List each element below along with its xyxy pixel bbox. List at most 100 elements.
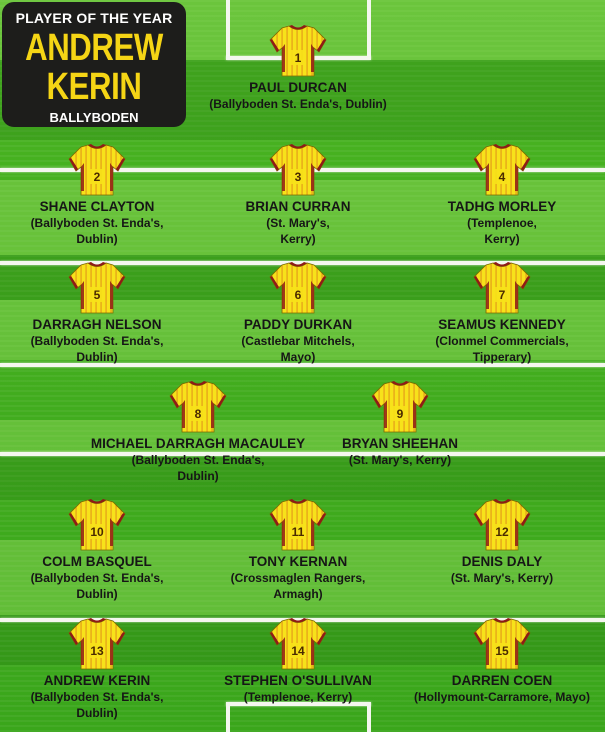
- player-name: ANDREW KERIN: [43, 673, 151, 688]
- player-club-county: Dublin): [76, 232, 118, 246]
- player-club: (Hollymount-Carramore, Mayo): [413, 690, 591, 704]
- jersey-number: 4: [499, 170, 506, 184]
- player-name: TADHG MORLEY: [447, 199, 557, 214]
- player-name: PADDY DURKAN: [243, 317, 353, 332]
- player-club: (Ballyboden St. Enda's,: [131, 453, 265, 467]
- player-card: 4 TADHG MORLEY (Templenoe, Kerry): [387, 141, 605, 247]
- player-card: 5 DARRAGH NELSON (Ballyboden St. Enda's, D…: [0, 259, 212, 365]
- winner-first-name: ANDREW: [25, 27, 163, 69]
- player-club: (Ballyboden St. Enda's,: [30, 216, 164, 230]
- player-name: BRYAN SHEEHAN: [341, 436, 459, 451]
- jersey-icon: 10: [68, 499, 126, 551]
- jersey-number: 3: [295, 170, 302, 184]
- jersey-icon: 4: [473, 144, 531, 196]
- player-name: DARREN COEN: [451, 673, 553, 688]
- pitch-stripe: [0, 420, 605, 455]
- player-name: PAUL DURCAN: [249, 80, 347, 95]
- jersey-number: 9: [397, 407, 404, 421]
- jersey-icon: 11: [269, 499, 327, 551]
- winner-last-name: KERIN: [46, 66, 142, 108]
- player-card: 1 PAUL DURCAN (Ballyboden St. Enda's, Dub…: [183, 22, 413, 112]
- jersey-icon: 6: [269, 262, 327, 314]
- player-card: 11 TONY KERNAN (Crossmaglen Rangers, Armag…: [183, 496, 413, 602]
- player-card: 13 ANDREW KERIN (Ballyboden St. Enda's, Du…: [0, 615, 212, 721]
- jersey-number: 13: [90, 644, 104, 658]
- player-card: 2 SHANE CLAYTON (Ballyboden St. Enda's, Du…: [0, 141, 212, 247]
- goal-line-bottom: [226, 702, 371, 706]
- pitch-line: [0, 452, 605, 456]
- jersey-icon: 5: [68, 262, 126, 314]
- jersey-number: 14: [291, 644, 305, 658]
- goal-post-left: [226, 0, 230, 58]
- player-club-county: Armagh): [273, 587, 323, 601]
- goal-post-right: [367, 0, 371, 58]
- jersey-icon: 14: [269, 618, 327, 670]
- player-club: (Ballyboden St. Enda's,: [30, 571, 164, 585]
- player-club-county: Kerry): [280, 232, 316, 246]
- player-name: SHANE CLAYTON: [39, 199, 155, 214]
- player-club: (Ballyboden St. Enda's,: [30, 690, 164, 704]
- jersey-icon: 2: [68, 144, 126, 196]
- panel-heading: PLAYER OF THE YEAR: [15, 10, 173, 26]
- player-name: SEAMUS KENNEDY: [438, 317, 566, 332]
- jersey-number: 10: [90, 525, 104, 539]
- player-card: 6 PADDY DURKAN (Castlebar Mitchels, Mayo): [183, 259, 413, 365]
- jersey-number: 12: [495, 525, 509, 539]
- player-name: COLM BASQUEL: [42, 554, 152, 569]
- player-club: (Templenoe, Kerry): [243, 690, 353, 704]
- player-club: (Ballyboden St. Enda's, Dublin): [209, 97, 387, 111]
- jersey-number: 7: [499, 288, 506, 302]
- player-club-county: Dublin): [76, 350, 118, 364]
- jersey-icon: 3: [269, 144, 327, 196]
- jersey-number: 5: [94, 288, 101, 302]
- player-club-county: Mayo): [280, 350, 316, 364]
- player-card: 3 BRIAN CURRAN (St. Mary's, Kerry): [183, 141, 413, 247]
- jersey-number: 6: [295, 288, 302, 302]
- jersey-icon: 12: [473, 499, 531, 551]
- winner-club: BALLYBODEN: [49, 110, 139, 125]
- player-club-county: Kerry): [484, 232, 520, 246]
- player-club: (St. Mary's,: [266, 216, 330, 230]
- pitch-stripe: [0, 455, 605, 500]
- pitch-line: [0, 363, 605, 367]
- jersey-icon: 1: [269, 25, 327, 77]
- player-club-county: Dublin): [76, 706, 118, 720]
- player-name: DARRAGH NELSON: [32, 317, 162, 332]
- player-name: TONY KERNAN: [248, 554, 348, 569]
- jersey-icon: 7: [473, 262, 531, 314]
- player-name: BRIAN CURRAN: [245, 199, 351, 214]
- player-name: STEPHEN O'SULLIVAN: [224, 673, 372, 688]
- jersey-icon: 13: [68, 618, 126, 670]
- goal-post-right: [367, 702, 371, 732]
- player-club: (Templenoe,: [467, 216, 537, 230]
- jersey-number: 11: [292, 525, 305, 539]
- player-club: (St. Mary's, Kerry): [348, 453, 452, 467]
- player-card: 15 DARREN COEN (Hollymount-Carramore, May…: [387, 615, 605, 705]
- jersey-number: 1: [295, 51, 302, 65]
- player-club: (St. Mary's, Kerry): [450, 571, 554, 585]
- player-club: (Castlebar Mitchels,: [241, 334, 355, 348]
- jersey-icon: 8: [169, 381, 227, 433]
- player-card: 10 COLM BASQUEL (Ballyboden St. Enda's, Du…: [0, 496, 212, 602]
- jersey-number: 2: [94, 170, 101, 184]
- player-club-county: Dublin): [76, 587, 118, 601]
- pitch-stripe: [0, 540, 605, 615]
- player-club: (Crossmaglen Rangers,: [230, 571, 366, 585]
- jersey-icon: 9: [371, 381, 429, 433]
- player-card: 14 STEPHEN O'SULLIVAN (Templenoe, Kerry): [183, 615, 413, 705]
- player-card: 9 BRYAN SHEEHAN (St. Mary's, Kerry): [285, 378, 515, 468]
- player-card: 7 SEAMUS KENNEDY (Clonmel Commercials, Tip…: [387, 259, 605, 365]
- player-club: (Clonmel Commercials,: [435, 334, 569, 348]
- player-club-county: Dublin): [177, 469, 219, 483]
- player-club: (Ballyboden St. Enda's,: [30, 334, 164, 348]
- goal-post-left: [226, 702, 230, 732]
- player-name: MICHAEL DARRAGH MACAULEY: [90, 436, 306, 451]
- jersey-number: 15: [495, 644, 509, 658]
- pitch-line: [0, 261, 605, 265]
- player-card: 12 DENIS DALY (St. Mary's, Kerry): [387, 496, 605, 586]
- player-name: DENIS DALY: [461, 554, 543, 569]
- player-of-year-panel: PLAYER OF THE YEAR ANDREW KERIN BALLYBOD…: [2, 2, 186, 127]
- player-card: 8 MICHAEL DARRAGH MACAULEY (Ballyboden St…: [83, 378, 313, 484]
- jersey-number: 8: [195, 407, 202, 421]
